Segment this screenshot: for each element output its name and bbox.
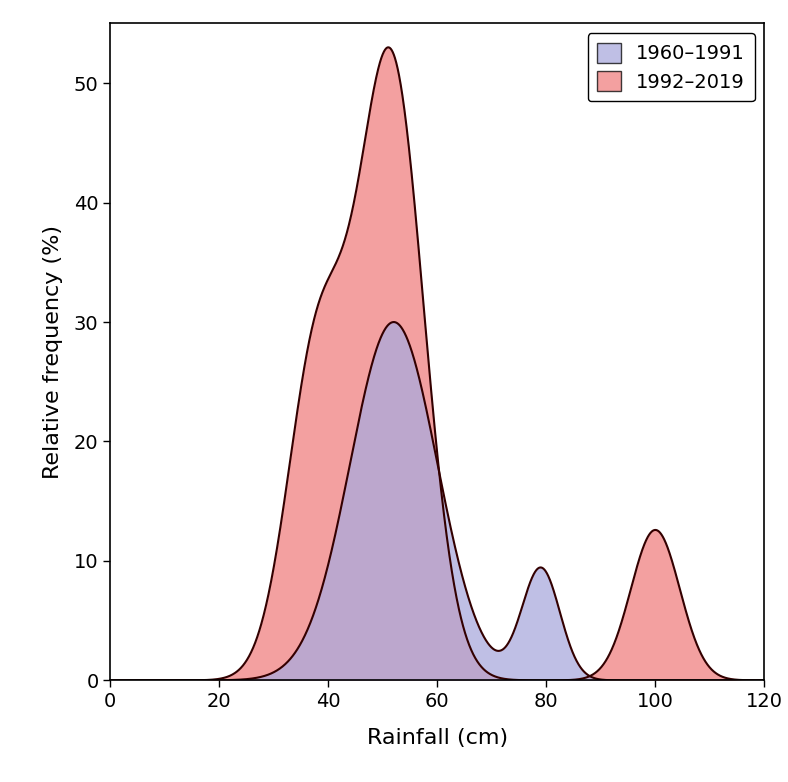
Y-axis label: Relative frequency (%): Relative frequency (%) (43, 225, 63, 479)
X-axis label: Rainfall (cm): Rainfall (cm) (366, 728, 508, 748)
Legend: 1960–1991, 1992–2019: 1960–1991, 1992–2019 (588, 33, 755, 102)
